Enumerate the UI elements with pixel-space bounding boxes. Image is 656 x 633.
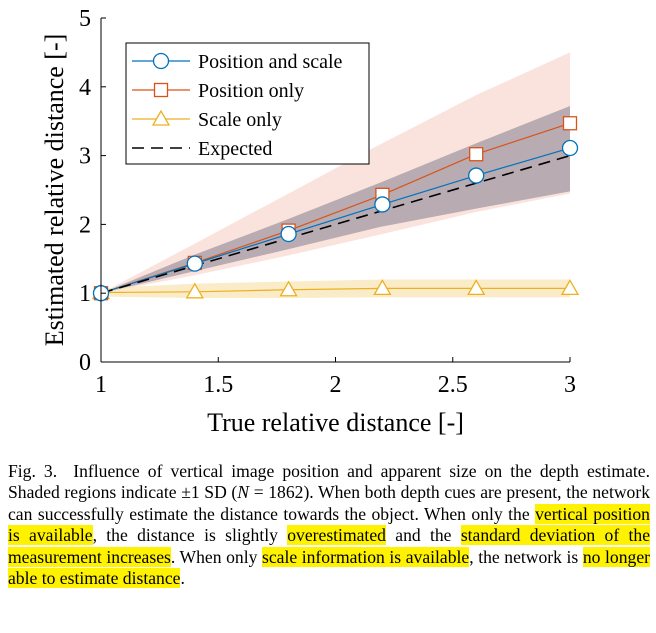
point-scale-only xyxy=(185,282,204,299)
point-scale-only xyxy=(560,279,580,296)
legend-marker-position-only xyxy=(153,82,169,98)
point-position-and-scale xyxy=(280,225,297,243)
series-lines xyxy=(91,116,580,302)
figure-caption: Fig. 3. Influence of vertical image posi… xyxy=(8,461,651,589)
point-position-and-scale xyxy=(468,167,485,184)
x-tick-label: 1.5 xyxy=(203,372,233,398)
y-tick-label: 2 xyxy=(79,212,91,238)
series-line-position-and-scale xyxy=(100,147,571,294)
caption-text-2: = 1862). When both depth cues are presen… xyxy=(8,482,650,524)
point-scale-only xyxy=(373,279,392,296)
y-axis-label: Estimated relative distance [-] xyxy=(40,34,69,347)
legend-label-scale-only: Scale only xyxy=(198,109,282,131)
legend-label-position-only: Position only xyxy=(198,80,304,102)
point-position-and-scale xyxy=(561,139,579,157)
x-tick-label: 2 xyxy=(330,372,342,398)
caption-text-1: Influence of vertical image position and… xyxy=(8,461,651,503)
x-tick-label: 3 xyxy=(564,372,576,398)
point-scale-only xyxy=(467,279,486,296)
point-position-and-scale xyxy=(186,255,203,272)
legend-marker-scale-only xyxy=(151,109,171,126)
legend-label-position-and-scale: Position and scale xyxy=(198,51,343,73)
point-position-and-scale xyxy=(374,196,391,213)
x-axis-label: True relative distance [-] xyxy=(207,408,464,437)
x-tick-label: 1 xyxy=(95,372,107,398)
caption-text-6: , the network is xyxy=(469,546,583,567)
sd-band-position-and-scale xyxy=(101,106,570,294)
legend-marker-position-and-scale xyxy=(152,52,170,70)
y-tick-label: 4 xyxy=(79,75,91,101)
caption-fig-label: Fig. 3. xyxy=(8,461,58,481)
point-position-only xyxy=(469,147,484,162)
caption-text-3: , the distance is slightly xyxy=(92,525,288,546)
point-position-only xyxy=(562,116,578,131)
caption-text-5: . When only xyxy=(170,546,262,567)
caption-highlight-2: overestimated xyxy=(287,525,386,546)
y-tick-label: 5 xyxy=(79,6,91,32)
y-tick-label: 3 xyxy=(79,144,91,170)
caption-text-4: and the xyxy=(385,525,461,546)
caption-text-7: . xyxy=(180,568,185,589)
series-line-expected xyxy=(100,154,571,294)
y-tick-label: 0 xyxy=(79,350,91,376)
sd-band-position-only xyxy=(101,52,570,294)
x-tick-label: 2.5 xyxy=(438,372,468,398)
caption-n-symbol: N xyxy=(237,482,250,503)
caption-highlight-4: scale information is available xyxy=(262,546,470,567)
series-line-scale-only xyxy=(100,287,570,294)
legend-label-expected: Expected xyxy=(198,138,272,160)
point-scale-only xyxy=(279,280,298,297)
y-tick-label: 1 xyxy=(79,281,91,307)
chart: 1 1.5 2 2.5 3 0 1 2 3 4 5 True relative distance [-… xyxy=(40,6,580,437)
legend: Position and scale Position only Scale onl… xyxy=(125,42,370,165)
